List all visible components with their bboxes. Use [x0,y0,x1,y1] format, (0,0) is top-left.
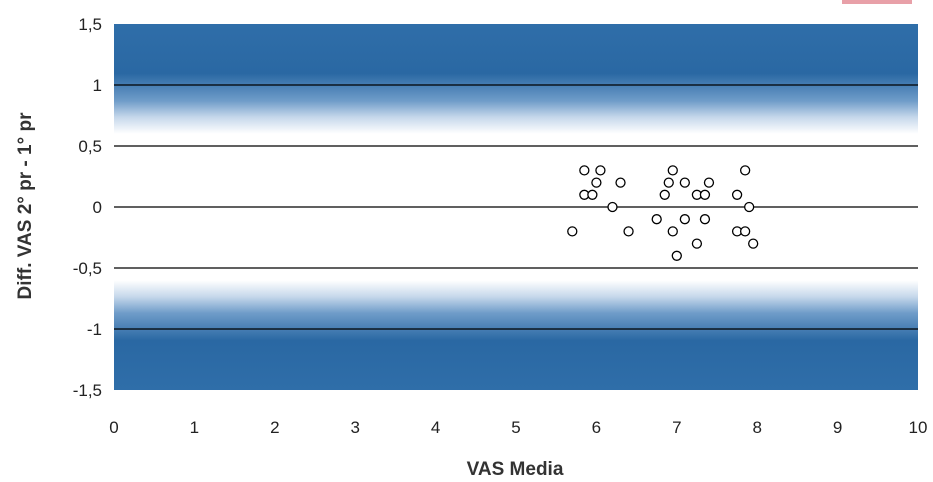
corner-mark [842,0,912,4]
y-axis-title: Diff. VAS 2° pr - 1° pr [15,112,36,300]
data-point [663,177,674,188]
grid-lines [114,84,918,330]
y-tick-label: 0,5 [78,137,102,156]
data-point [679,177,690,188]
data-point [699,214,711,225]
data-point [699,189,711,200]
data-point [659,189,670,200]
y-tick-label: 1 [93,76,102,95]
data-point [587,189,598,200]
data-point [739,226,751,237]
x-tick-label: 3 [350,418,359,437]
x-tick-label: 8 [752,418,761,437]
x-tick-label: 4 [431,418,440,437]
y-tick-label: -1 [87,320,102,339]
data-point [667,226,678,237]
x-tick-label: 7 [672,418,681,437]
upper-band [114,24,918,134]
x-tick-label: 2 [270,418,279,437]
x-tick-label: 9 [833,418,842,437]
data-point [739,165,751,176]
x-tick-label: 6 [592,418,601,437]
lower-band [114,280,918,390]
data-point [703,177,715,188]
data-point [744,201,755,213]
data-point [595,165,606,176]
y-tick-label: -1,5 [73,381,102,400]
data-point [591,177,602,188]
y-tick-label: 0 [93,198,102,217]
data-point [748,238,759,249]
data-point [615,177,626,188]
data-point [623,226,634,237]
x-tick-label: 10 [909,418,928,437]
data-point [671,250,682,261]
data-point [691,238,703,249]
y-tick-label: -0,5 [73,259,102,278]
x-axis-ticks: 0 1 2 3 4 5 6 7 8 9 10 [109,418,927,437]
data-point [567,226,578,237]
data-point [579,165,590,176]
data-points [567,165,759,261]
data-point [731,189,743,200]
data-point [679,214,690,225]
x-tick-label: 1 [190,418,199,437]
y-axis-ticks: 1,5 1 0,5 0 -0,5 -1 -1,5 [73,15,102,400]
data-point [651,214,662,225]
x-tick-label: 5 [511,418,520,437]
x-tick-label: 0 [109,418,118,437]
y-tick-label: 1,5 [78,15,102,34]
data-point [667,165,678,176]
data-point [607,201,618,213]
x-axis-title: VAS Media [467,459,564,480]
